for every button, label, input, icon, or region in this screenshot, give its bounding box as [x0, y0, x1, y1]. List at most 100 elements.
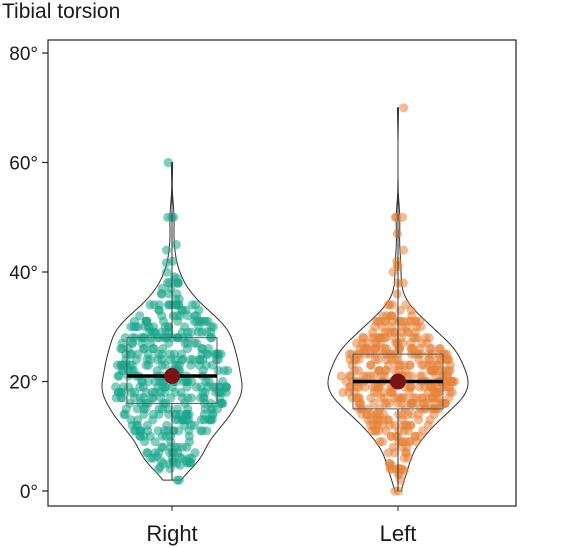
data-point: [358, 371, 368, 381]
data-point: [415, 382, 425, 392]
data-point: [141, 316, 151, 326]
data-point: [163, 212, 173, 222]
data-point: [384, 398, 394, 408]
data-point: [181, 456, 191, 466]
data-point: [382, 311, 392, 321]
data-point: [391, 464, 401, 474]
data-point: [344, 387, 354, 397]
data-point: [354, 398, 364, 408]
data-point: [155, 462, 165, 472]
data-point: [141, 360, 151, 370]
data-point: [124, 382, 134, 392]
data-point: [114, 371, 124, 381]
data-point: [425, 355, 435, 365]
data-point: [417, 393, 427, 403]
data-point: [149, 300, 159, 310]
data-point: [153, 426, 163, 436]
data-point: [164, 338, 174, 348]
data-point: [389, 448, 400, 458]
data-point: [433, 355, 443, 365]
data-point: [165, 355, 175, 365]
data-point: [186, 355, 196, 365]
y-tick-label: 60°: [9, 154, 38, 175]
data-point: [406, 382, 417, 392]
data-point: [410, 431, 420, 441]
data-point: [392, 431, 402, 441]
data-point: [399, 453, 409, 463]
violins: [101, 103, 469, 496]
data-point: [164, 459, 174, 469]
data-point: [395, 305, 405, 315]
data-point: [178, 305, 188, 315]
data-point: [174, 475, 184, 485]
data-point: [391, 212, 401, 222]
mean-marker: [390, 373, 406, 390]
y-tick-label: 80°: [9, 44, 38, 65]
data-point: [148, 409, 158, 419]
data-point: [162, 420, 172, 430]
data-point: [442, 355, 453, 365]
data-point: [126, 322, 136, 332]
data-point: [402, 420, 412, 430]
data-point: [178, 355, 188, 365]
iqr-box: [126, 337, 218, 404]
data-point: [374, 409, 384, 419]
data-point: [213, 366, 223, 376]
y-tick-label: 40°: [9, 263, 38, 284]
y-axis: 0° 20° 40° 60° 80°: [9, 44, 48, 503]
plot-frame: [47, 39, 517, 507]
data-point: [402, 327, 413, 337]
data-point: [390, 355, 400, 365]
data-point: [166, 431, 176, 441]
data-point: [206, 322, 216, 332]
data-point: [377, 437, 387, 447]
mean-marker: [164, 368, 180, 385]
data-point: [399, 103, 409, 113]
data-point: [173, 278, 183, 288]
data-point: [150, 437, 160, 447]
data-point: [183, 393, 193, 403]
data-point: [172, 404, 182, 414]
data-point: [156, 327, 166, 337]
data-point: [407, 398, 417, 408]
data-point: [399, 316, 409, 326]
data-point: [132, 404, 142, 414]
data-point: [439, 382, 449, 392]
data-point: [440, 366, 450, 376]
data-point: [190, 448, 200, 458]
data-point: [197, 344, 207, 354]
data-point: [397, 442, 407, 452]
data-point: [135, 311, 145, 321]
data-point: [403, 409, 413, 419]
data-point: [204, 376, 214, 387]
data-point: [111, 382, 121, 392]
data-point: [127, 338, 137, 348]
data-point: [171, 300, 181, 310]
data-point: [186, 420, 196, 430]
data-point: [417, 338, 427, 348]
data-point: [439, 398, 450, 408]
data-point: [166, 393, 176, 403]
data-point: [171, 240, 181, 250]
x-category-label: Right: [146, 521, 197, 546]
data-point: [177, 442, 187, 452]
data-point: [196, 426, 206, 436]
data-point: [347, 349, 357, 359]
y-tick-label: 20°: [9, 373, 38, 394]
data-point: [376, 393, 386, 403]
violin-group-right: [101, 157, 243, 485]
data-point: [381, 333, 391, 343]
data-point: [369, 387, 379, 397]
data-point: [157, 283, 167, 293]
data-point: [393, 398, 403, 408]
data-point: [189, 338, 199, 348]
data-point: [419, 360, 429, 370]
data-point: [380, 366, 390, 376]
data-point: [135, 431, 145, 441]
data-point: [346, 371, 356, 381]
data-point: [148, 344, 158, 354]
data-point: [183, 344, 193, 354]
data-point: [164, 300, 174, 310]
data-point: [182, 382, 192, 392]
data-point: [352, 338, 362, 348]
